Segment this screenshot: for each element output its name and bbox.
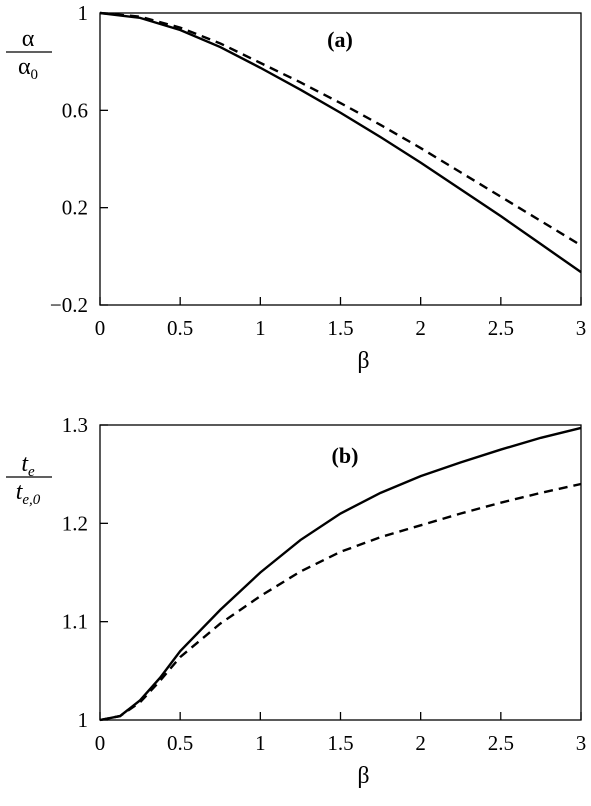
y-tick-label: 0.2 <box>62 196 88 220</box>
x-tick-label: 1.5 <box>327 731 353 755</box>
y-label-part: t <box>16 479 24 505</box>
y-axis-label-numerator: te <box>21 451 35 480</box>
x-axis-label: β <box>357 348 369 374</box>
y-axis-label-denominator: te,0 <box>16 479 41 508</box>
x-tick-label: 1 <box>255 731 266 755</box>
x-tick-label: 0 <box>95 731 106 755</box>
y-label-sub: 0 <box>31 67 39 83</box>
y-label-sub: e,0 <box>22 492 40 508</box>
data-line <box>99 11 582 274</box>
y-tick-label: 0.6 <box>62 98 88 122</box>
x-tick-label: 2 <box>415 731 426 755</box>
x-tick-label: 2.5 <box>488 316 514 340</box>
y-label-part: α <box>18 54 31 80</box>
x-tick-label: 1.5 <box>327 316 353 340</box>
data-line <box>99 11 582 247</box>
y-tick-label: 1.1 <box>62 610 88 634</box>
plot-frame <box>99 424 582 721</box>
y-tick-label: −0.2 <box>50 293 88 317</box>
x-tick-label: 0.5 <box>167 316 193 340</box>
y-axis-label-denominator: α0 <box>18 54 38 83</box>
panel-label: (b) <box>332 443 359 468</box>
y-label-part: α <box>22 26 35 52</box>
x-tick-label: 1 <box>255 316 266 340</box>
panel-label: (a) <box>327 27 353 52</box>
y-axis-label-numerator: α <box>22 26 35 52</box>
x-tick-label: 2 <box>415 316 426 340</box>
data-line <box>99 426 582 722</box>
x-tick-label: 0 <box>95 316 106 340</box>
x-tick-label: 3 <box>576 731 587 755</box>
y-tick-label: 1.2 <box>62 511 88 535</box>
x-tick-label: 3 <box>576 316 587 340</box>
y-tick-label: 1 <box>78 708 89 732</box>
y-tick-label: 1.3 <box>62 413 88 437</box>
y-tick-label: 1 <box>78 1 89 25</box>
x-tick-label: 2.5 <box>488 731 514 755</box>
y-label-part: t <box>21 451 29 477</box>
x-axis-label: β <box>357 763 369 789</box>
data-line <box>99 482 582 722</box>
x-tick-label: 0.5 <box>167 731 193 755</box>
y-label-sub: e <box>28 464 35 480</box>
plot-frame <box>99 12 582 306</box>
